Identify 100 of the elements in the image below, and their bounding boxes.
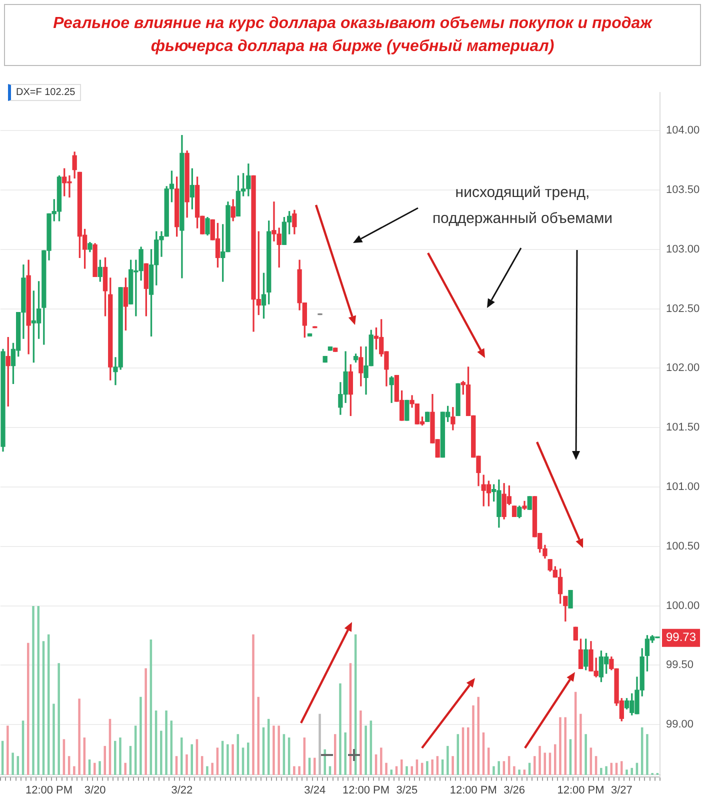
y-tick-label: 101.50 (666, 422, 700, 434)
bar (426, 761, 428, 775)
bar (364, 726, 367, 775)
annotation: 99.73 (666, 630, 696, 644)
x-tick-label: 3/22 (171, 784, 193, 796)
x-tick-label: 3/25 (396, 784, 418, 796)
bar (538, 746, 541, 775)
bar (293, 766, 296, 775)
y-tick-label: 103.50 (666, 184, 700, 196)
bar (498, 761, 500, 775)
bar (186, 754, 188, 775)
bar (314, 758, 316, 775)
bar (406, 766, 408, 775)
bar (518, 770, 520, 775)
bar (298, 766, 300, 775)
bar (94, 762, 96, 775)
bar (395, 766, 398, 775)
bar (124, 762, 126, 775)
candlestick (456, 383, 460, 416)
candlestick (307, 333, 312, 336)
candlestick (512, 506, 517, 517)
y-tick-label: 99.50 (666, 659, 694, 672)
bar (523, 770, 526, 775)
bar (646, 734, 648, 775)
bar (467, 727, 470, 775)
bar (144, 668, 147, 775)
x-tick-label: 3/27 (610, 784, 632, 796)
bar (339, 683, 342, 775)
bar (206, 766, 208, 775)
bar (630, 768, 633, 775)
bar (431, 759, 434, 775)
candlestick (425, 412, 430, 422)
bar (52, 704, 55, 775)
bar (165, 710, 168, 775)
y-tick-label: 99.00 (666, 718, 694, 731)
y-tick-label: 103.00 (666, 243, 700, 256)
x-tick-label: 12:00 PM (557, 784, 604, 796)
bar (252, 634, 254, 775)
bar (58, 663, 60, 775)
y-tick-label: 101.00 (666, 480, 700, 493)
bar (534, 756, 536, 775)
bar (344, 732, 346, 775)
bar (140, 696, 142, 775)
bar (559, 717, 562, 775)
x-tick-label: 12:00 PM (342, 784, 390, 796)
bar (272, 726, 275, 775)
bar (360, 710, 362, 775)
bar (605, 766, 608, 775)
bar (410, 766, 413, 775)
x-tick-label: 12:00 PM (450, 784, 497, 796)
chart-title: Реальное влияние на курс доллара оказывают объемы покупок и продаж фьючерса доллара на бирже (учебный материал) (4, 4, 701, 66)
bar (452, 756, 454, 775)
bar (190, 744, 193, 775)
bar (232, 744, 234, 775)
y-tick-label: 100.00 (666, 600, 700, 612)
bar (247, 742, 250, 775)
bar (328, 766, 332, 775)
bar (446, 746, 449, 775)
bar (584, 734, 587, 775)
y-tick-label: 104.00 (666, 124, 700, 137)
bar (98, 761, 101, 775)
bar (78, 698, 80, 775)
x-tick-label: 3/24 (304, 784, 326, 796)
bar (502, 761, 506, 775)
bar (257, 696, 260, 775)
candlestick (404, 400, 410, 421)
annotation: DX=F 102.25 (8, 84, 82, 101)
bar (32, 606, 34, 775)
candlestick (527, 496, 532, 510)
bar (180, 737, 183, 775)
y-tick-label: 102.50 (666, 302, 700, 315)
bar (472, 705, 474, 775)
bar (119, 737, 122, 775)
y-tick-label: 100.50 (666, 540, 700, 552)
bar (513, 766, 516, 775)
bar (390, 770, 393, 775)
bar (620, 761, 623, 775)
x-tick-label: 3/20 (84, 784, 106, 796)
bar (564, 717, 566, 775)
bar (477, 696, 480, 775)
bar (37, 606, 40, 775)
x-tick-label: 3/26 (504, 784, 525, 796)
bar (6, 726, 9, 775)
x-tick-label: 12:00 PM (25, 784, 73, 796)
candlestick (333, 348, 338, 352)
bar (278, 726, 280, 775)
bar (626, 770, 628, 775)
y-tick-label: 102.00 (666, 362, 700, 374)
bar (380, 748, 382, 775)
bar (492, 766, 495, 775)
bar (580, 714, 582, 775)
bar (73, 766, 76, 775)
bar (160, 730, 162, 775)
candlestick (568, 590, 573, 608)
bar (385, 762, 388, 775)
annotation: нисходящий тренд, поддержанный объемами (431, 183, 614, 229)
bar (226, 744, 229, 775)
bar (27, 642, 30, 775)
bar (600, 768, 602, 775)
bar (211, 762, 214, 775)
